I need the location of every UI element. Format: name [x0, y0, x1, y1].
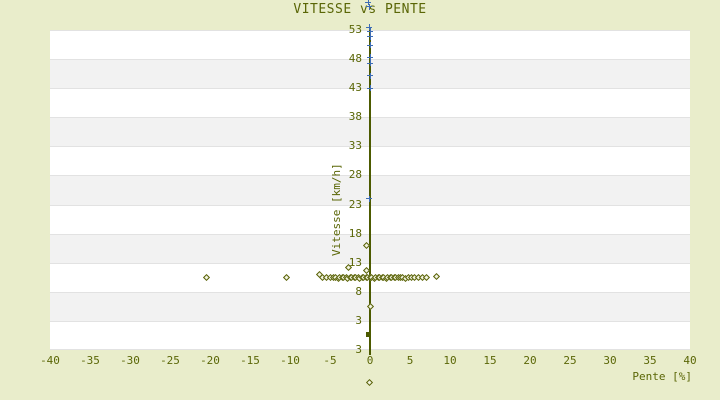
data-point-plus [367, 42, 373, 49]
x-tick-label: -35 [80, 354, 100, 367]
y-tick-label: 48 [348, 52, 362, 66]
plot-area [50, 0, 690, 386]
x-tick-label: 20 [523, 354, 537, 367]
x-tick-label: 40 [683, 354, 697, 367]
x-tick-label: 25 [563, 354, 577, 367]
x-tick-label: 35 [643, 354, 657, 367]
y-tick-label: 3 [355, 343, 362, 356]
chart-title: VITESSE vs PENTE [293, 2, 427, 17]
x-tick-label: -5 [323, 354, 337, 367]
data-point-square [365, 331, 371, 337]
x-axis-title: Pente [%] [632, 370, 692, 383]
data-point-plus [366, 24, 373, 31]
x-tick-label: -10 [280, 354, 300, 367]
data-point-diamond [365, 378, 373, 386]
x-tick-label: -25 [160, 354, 180, 367]
data-point-plus [367, 60, 373, 67]
data-point-plus [366, 195, 373, 202]
x-tick-label: 15 [483, 354, 497, 367]
data-point-plus [366, 3, 373, 10]
data-point-plus [367, 54, 373, 61]
y-tick-label: 8 [355, 284, 362, 298]
x-tick-label: 0 [366, 354, 374, 367]
y-tick-label: 53 [348, 23, 362, 36]
x-tick-label: 30 [603, 354, 617, 367]
x-tick-label: -40 [40, 354, 60, 367]
y-tick-label: 23 [348, 197, 362, 211]
y-tick-label: 3 [355, 313, 362, 327]
x-tick-label: -15 [240, 354, 260, 367]
y-tick-label: 18 [348, 226, 362, 240]
data-point-plus [367, 28, 373, 35]
x-tick-label: 5 [406, 354, 414, 367]
y-axis-title: Vitesse [km/h] [330, 163, 343, 256]
y-axis-line [369, 30, 371, 355]
data-point-plus [367, 33, 373, 40]
data-point-plus [365, 0, 371, 6]
y-tick-label: 33 [348, 139, 362, 153]
data-point-plus [367, 72, 373, 79]
x-tick-label: 10 [443, 354, 457, 367]
data-point-plus [367, 85, 373, 92]
y-tick-label: 28 [348, 168, 362, 182]
y-tick-label: 43 [348, 81, 362, 95]
y-tick-label: 13 [348, 255, 362, 269]
x-tick-label: -30 [120, 354, 140, 367]
x-tick-label: -20 [200, 354, 220, 367]
y-tick-label: 38 [348, 110, 362, 124]
